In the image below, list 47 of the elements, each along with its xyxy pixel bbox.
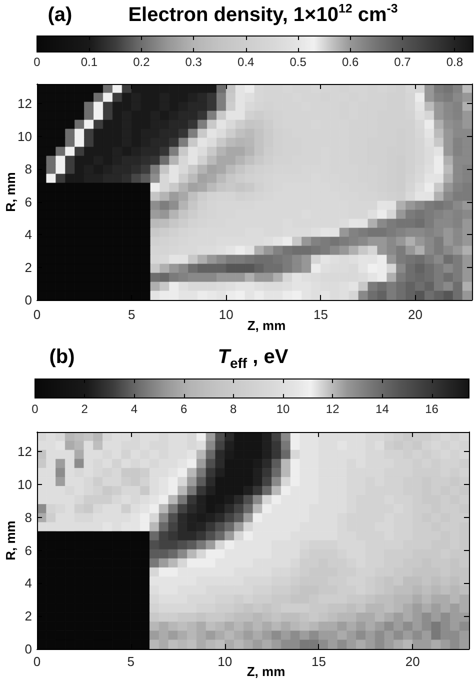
x-tick-label: 10 bbox=[218, 307, 234, 322]
color-bar-label: 2 bbox=[81, 402, 88, 416]
y-tick-label: 12 bbox=[18, 96, 32, 112]
x-tick-label: 15 bbox=[312, 654, 326, 669]
color-bar-label: 14 bbox=[376, 402, 390, 416]
color-bar-label: 0.2 bbox=[133, 55, 150, 69]
y-tick-label: 6 bbox=[24, 542, 32, 558]
color-bar-label: 0.7 bbox=[394, 55, 412, 69]
color-bar-label: 0.8 bbox=[446, 55, 464, 69]
y-tick-label: 12 bbox=[18, 444, 32, 460]
y-tick-label: 10 bbox=[18, 477, 32, 492]
y-tick-label: 6 bbox=[24, 194, 32, 210]
chart-title: Electron density, 1×10$^{12}$ cm$^{-3}$ bbox=[128, 1, 398, 26]
color-bar-label: 0.5 bbox=[290, 55, 307, 69]
chart-title: T$_{eff}$ , eV bbox=[218, 346, 288, 371]
x-tick-label: 20 bbox=[405, 654, 420, 669]
x-axis-title: Z, mm bbox=[246, 664, 286, 679]
color-bar-label: 8 bbox=[230, 402, 238, 416]
y-tick-label: 10 bbox=[18, 128, 32, 144]
color-bar-label: 0.3 bbox=[185, 55, 202, 69]
color-bar-label: 10 bbox=[276, 402, 290, 416]
color-bar-label: 4 bbox=[130, 402, 138, 416]
y-tick-label: 4 bbox=[24, 576, 32, 591]
x-tick-label: 20 bbox=[408, 307, 422, 322]
y-tick-label: 2 bbox=[24, 260, 32, 275]
y-tick-label: 2 bbox=[24, 608, 32, 624]
y-tick-label: 4 bbox=[24, 227, 32, 242]
color-bar-label: 6 bbox=[180, 402, 188, 416]
text: (a) bbox=[48, 4, 72, 26]
color-bar-label: 0.1 bbox=[80, 55, 98, 69]
y-tick-label: 0 bbox=[24, 292, 32, 308]
y-axis-title: R, mm bbox=[3, 172, 18, 212]
text: (b) bbox=[49, 346, 75, 368]
y-axis-title: R, mm bbox=[3, 520, 18, 560]
x-tick-label: 5 bbox=[128, 307, 136, 322]
x-tick-label: 10 bbox=[218, 654, 232, 669]
color-bar-label: 0.6 bbox=[342, 55, 359, 69]
y-tick-label: 8 bbox=[24, 162, 32, 177]
x-tick-label: 5 bbox=[127, 654, 135, 669]
y-tick-label: 0 bbox=[24, 642, 32, 656]
color-bar-label: 16 bbox=[425, 402, 439, 416]
y-tick-label: 8 bbox=[24, 510, 32, 525]
color-bar-label: 0.4 bbox=[238, 55, 255, 69]
color-bar-label: 12 bbox=[326, 402, 340, 416]
color-bar-label: 0 bbox=[34, 55, 41, 69]
x-axis-title: Z, mm bbox=[247, 318, 286, 333]
x-tick-label: 15 bbox=[313, 307, 328, 322]
